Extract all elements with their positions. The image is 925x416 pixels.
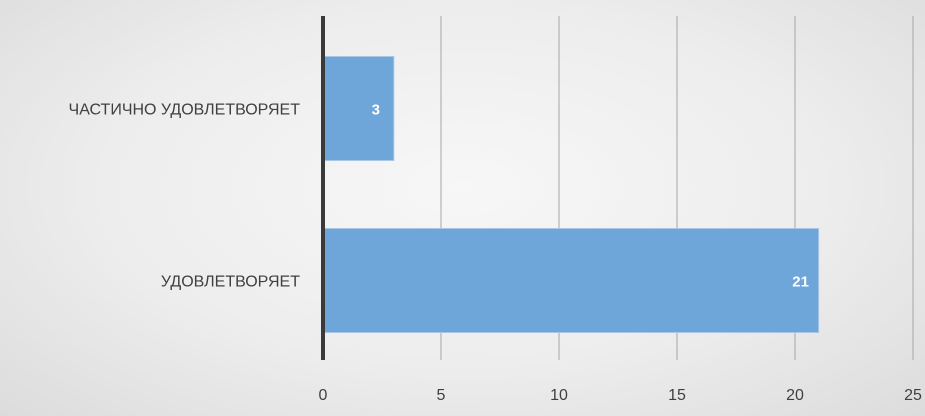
x-tick-label-20: 20 xyxy=(786,387,804,404)
labels: 0 5 10 15 20 25 ЧАСТИЧНО УДОВЛЕТВОРЯЕТ 3 УДОВЛЕТ… xyxy=(69,102,922,405)
bar-1 xyxy=(322,56,395,161)
x-tick-label-15: 15 xyxy=(668,387,686,404)
bar-2 xyxy=(322,228,820,333)
x-tick-label-0: 0 xyxy=(319,387,328,404)
data-label-2: 21 xyxy=(792,274,809,291)
category-label-2: УДОВЛЕТВОРЯЕТ xyxy=(161,274,300,291)
x-tick-label-25: 25 xyxy=(904,387,922,404)
category-label-1: ЧАСТИЧНО УДОВЛЕТВОРЯЕТ xyxy=(69,102,301,119)
data-label-1: 3 xyxy=(372,102,380,119)
x-tick-label-10: 10 xyxy=(550,387,568,404)
x-tick-label-5: 5 xyxy=(437,387,446,404)
bars xyxy=(322,56,820,333)
